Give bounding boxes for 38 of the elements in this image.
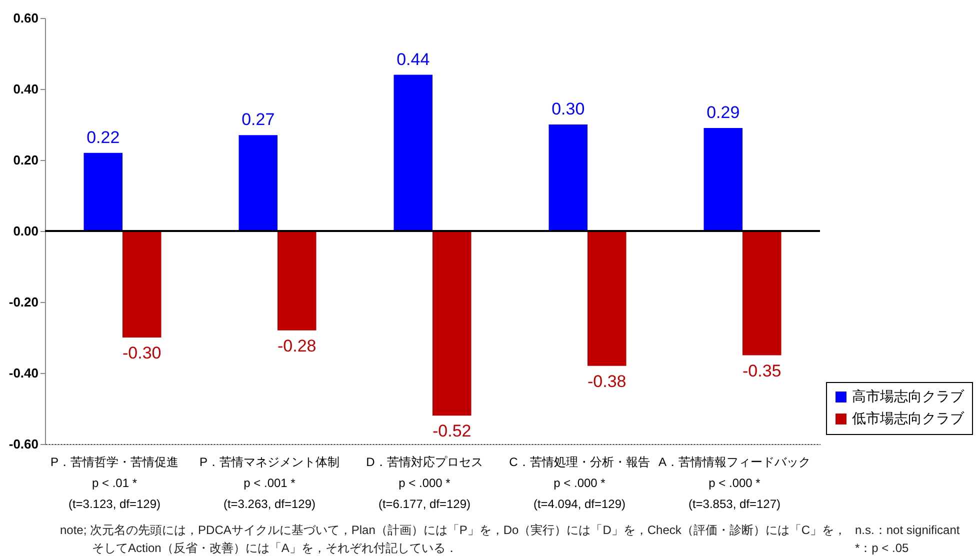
y-tick-label: 0.00 <box>13 224 38 238</box>
data-label: -0.28 <box>278 336 316 356</box>
data-label: -0.30 <box>122 344 162 362</box>
bar <box>122 231 162 338</box>
x-tick-label: D．苦情対応プロセス p < .000 * (t=6.177, df=129) <box>366 455 483 511</box>
bar <box>704 128 742 231</box>
y-tick-label: 0.40 <box>13 82 38 96</box>
data-label: 0.22 <box>86 128 120 147</box>
data-label: 0.44 <box>396 50 430 69</box>
text: note; 次元名の先頭には，PDCAサイクルに基づいて，Plan（計画）には「P」を，Do（実行）には「D」を，Check（評価・診断）には「C」を， <box>60 522 846 539</box>
bar <box>394 74 432 231</box>
y-tick-label: -0.40 <box>8 366 38 380</box>
bar <box>548 124 588 231</box>
text: *：p < .05 <box>855 540 909 557</box>
legend-label: 低市場志向クラブ <box>852 410 965 426</box>
y-tick-label: -0.20 <box>8 294 38 310</box>
data-label: -0.52 <box>432 422 472 441</box>
y-tick-label: 0.20 <box>13 152 38 168</box>
x-tick-label: P．苦情哲学・苦情促進 p < .01 * (t=3.123, df=129) <box>50 455 178 511</box>
x-tick-label: C．苦情処理・分析・報告 p < .000 * (t=4.094, df=129) <box>509 455 650 511</box>
bar <box>238 135 278 231</box>
bar <box>588 231 626 366</box>
text: n.s.：not significant <box>855 522 960 539</box>
text: そしてAction（反省・改善）には「A」を，それぞれ付記している． <box>92 540 458 557</box>
x-tick-label: P．苦情マネジメント体制 p < .001 * (t=3.263, df=129) <box>198 454 340 513</box>
bar <box>432 231 472 416</box>
y-tick-label: -0.60 <box>8 436 38 452</box>
data-label: 0.27 <box>242 110 275 130</box>
data-label: 0.29 <box>706 103 740 122</box>
legend-label: 高市場志向クラブ <box>852 388 965 404</box>
bar <box>742 231 782 356</box>
y-tick-label: 0.60 <box>13 10 38 26</box>
bar <box>84 152 122 231</box>
data-label: -0.38 <box>588 372 626 391</box>
data-label: 0.30 <box>552 100 585 118</box>
bar <box>278 231 316 330</box>
x-tick-label: A．苦情情報フィードバック p < .000 * (t=3.853, df=127) <box>658 455 810 511</box>
data-label: -0.35 <box>742 361 782 380</box>
